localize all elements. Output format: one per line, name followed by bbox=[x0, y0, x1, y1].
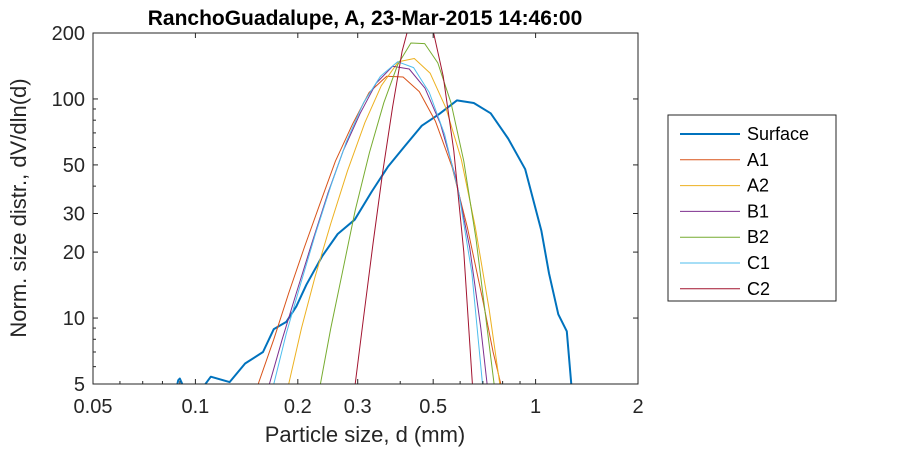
legend-label-c2: C2 bbox=[747, 279, 770, 299]
y-tick-label: 200 bbox=[52, 23, 85, 45]
series-line-c1 bbox=[273, 61, 483, 384]
x-tick-label: 0.5 bbox=[419, 396, 447, 418]
series-line-c2 bbox=[354, 33, 473, 384]
legend-label-b1: B1 bbox=[747, 201, 769, 221]
legend-label-a2: A2 bbox=[747, 176, 769, 196]
y-axis-label: Norm. size distr., dV/dln(d) bbox=[6, 78, 31, 337]
y-tick-label: 100 bbox=[52, 89, 85, 111]
ticks-layer: 0.05 0.1 0.2 0.3 0.5 1 2 5 10 20 30 50 100 200 bbox=[52, 23, 644, 418]
plot-background bbox=[93, 33, 638, 384]
legend: Surface A1 A2 B1 B2 C1 C2 bbox=[667, 114, 837, 302]
legend-label-c1: C1 bbox=[747, 253, 770, 273]
y-tick-label: 50 bbox=[63, 155, 85, 177]
y-tick-label: 10 bbox=[63, 308, 85, 330]
x-tick-label: 0.1 bbox=[182, 396, 210, 418]
y-tick-label: 30 bbox=[63, 204, 85, 226]
legend-label-surface: Surface bbox=[747, 124, 809, 144]
x-tick-label: 1 bbox=[530, 396, 541, 418]
chart-title: RanchoGuadalupe, A, 23-Mar-2015 14:46:00 bbox=[148, 7, 583, 30]
x-tick-label: 2 bbox=[632, 396, 643, 418]
series-line-b2 bbox=[319, 42, 495, 384]
series-line-b1 bbox=[268, 65, 488, 384]
x-axis-label: Particle size, d (mm) bbox=[265, 422, 465, 447]
plot-frame bbox=[92, 32, 639, 385]
y-tick-label: 5 bbox=[74, 374, 85, 396]
legend-label-a1: A1 bbox=[747, 150, 769, 170]
x-tick-label: 0.2 bbox=[284, 396, 312, 418]
legend-label-b2: B2 bbox=[747, 227, 769, 247]
y-tick-label: 20 bbox=[63, 242, 85, 264]
series-line-a1 bbox=[257, 75, 502, 384]
series-layer bbox=[176, 33, 573, 384]
legend-box bbox=[667, 114, 837, 302]
x-tick-label: 0.3 bbox=[344, 396, 372, 418]
x-tick-label: 0.05 bbox=[74, 396, 113, 418]
series-line-surface bbox=[176, 99, 573, 384]
